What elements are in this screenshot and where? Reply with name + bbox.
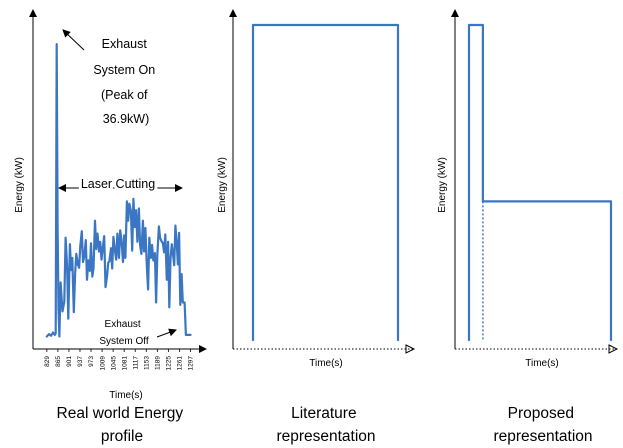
p1-x-tick-label: 1189 — [155, 356, 162, 370]
p1-x-tick-label: 1297 — [188, 356, 195, 371]
p1-x-tick-label: 1261 — [177, 356, 184, 371]
p1-energy-series-line — [45, 43, 192, 338]
p1-x-tick-label: 901 — [66, 356, 73, 367]
p1-caption-line-1: Real world Energy — [57, 405, 184, 422]
p3-x-axis-arrowhead — [608, 344, 619, 354]
svg-text:Exhaust System Off: Exhaust System Off — [99, 319, 148, 347]
chart-proposed: Energy (kW) Time(s) Proposed representat… — [437, 9, 619, 445]
p2-energy-series-line — [251, 23, 400, 342]
peak-annotation-line-4: 36.9kW) — [103, 112, 150, 126]
p1-x-tick-label: 829 — [44, 356, 51, 367]
exhaust-off-line-1: Exhaust — [105, 319, 141, 330]
p2-y-label: Energy (kW) — [217, 157, 228, 213]
p2-x-axis-arrowhead — [405, 344, 416, 354]
svg-text:Literature representatio: Literature representation — [276, 405, 375, 445]
svg-text:Proposed representation: Proposed representation — [493, 405, 592, 445]
p1-x-tick-label: 937 — [77, 356, 84, 367]
p1-y-label: Energy (kW) — [14, 157, 25, 213]
svg-text:Real world Energy profil: Real world Energy profile — [57, 405, 188, 445]
p1-x-tick-label: 973 — [88, 356, 95, 367]
peak-arrow — [62, 29, 85, 51]
peak-annotation: Exhaust System On (Peak of 36.9kW) — [62, 29, 158, 126]
p1-x-tick-labels: 829 865 901 937 973 1009 1045 1081 1117 1153 1189 1… — [44, 349, 195, 370]
p3-caption-line-2: representation — [493, 428, 592, 445]
p3-caption-line-1: Proposed — [508, 405, 574, 422]
p3-y-label: Energy (kW) — [437, 157, 448, 213]
exhaust-off-arrow — [156, 328, 177, 338]
laser-cutting-annotation: Laser Cutting — [58, 174, 183, 194]
p1-x-tick-label: 865 — [55, 356, 62, 367]
p1-caption-line-2: profile — [101, 428, 143, 445]
p2-x-label: Time(s) — [309, 358, 343, 369]
p1-x-label: Time(s) — [109, 390, 143, 401]
peak-annotation-line-3: (Peak of — [101, 88, 148, 102]
exhaust-off-line-2: System Off — [99, 336, 148, 347]
p3-exhaust-on-series-line — [467, 23, 484, 342]
chart-real-world: Energy (kW) 829 865 901 937 973 1009 1045 1081 1… — [14, 9, 207, 445]
p3-x-label: Time(s) — [525, 358, 559, 369]
p1-x-tick-label: 1153 — [143, 356, 150, 370]
p3-cutting-series-line — [481, 200, 613, 342]
p1-x-tick-label: 1045 — [110, 356, 117, 371]
laser-cutting-label: Laser Cutting — [81, 177, 155, 191]
exhaust-off-annotation: Exhaust System Off — [99, 319, 177, 347]
p1-x-tick-label: 1009 — [99, 356, 106, 371]
p1-x-tick-label: 1117 — [132, 356, 139, 370]
peak-annotation-line-1: Exhaust — [102, 37, 148, 51]
chart-literature: Energy (kW) Time(s) Literature represent… — [217, 9, 416, 445]
p1-x-tick-label: 1081 — [121, 356, 128, 371]
p2-caption-line-2: representation — [276, 428, 375, 445]
p2-caption-line-1: Literature — [291, 405, 356, 422]
svg-text:Exhaust System On: Exhaust System On (Peak of 36.9kW) — [93, 37, 158, 126]
p1-x-tick-label: 1225 — [166, 356, 173, 371]
peak-annotation-line-2: System On — [93, 63, 155, 77]
